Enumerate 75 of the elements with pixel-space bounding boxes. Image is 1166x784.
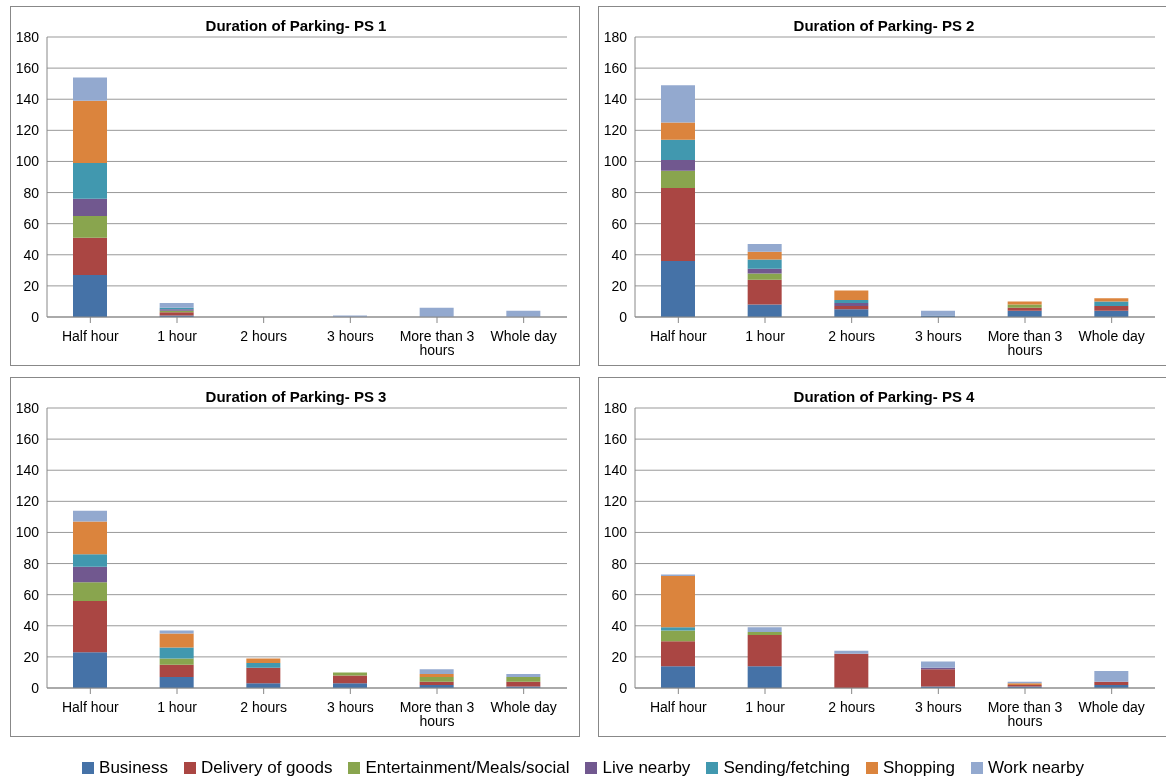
y-tick-label: 40: [23, 246, 40, 263]
x-tick-label: 3 hours: [326, 327, 374, 344]
x-tick-label: 3 hours: [914, 698, 962, 715]
y-tick-label: 100: [603, 524, 628, 541]
y-tick-label: 0: [31, 308, 40, 325]
y-tick-label: 60: [611, 215, 628, 232]
chart-title: Duration of Parking- PS 2: [793, 17, 975, 34]
y-tick-label: 160: [15, 431, 40, 448]
y-tick-label: 0: [619, 308, 628, 325]
legend-label: Entertainment/Meals/social: [365, 758, 570, 778]
y-tick-label: 120: [15, 493, 40, 510]
y-tick-label: 40: [611, 246, 628, 263]
x-tick-label: Whole day: [490, 327, 557, 344]
x-tick-label: More than 3 hours: [399, 327, 475, 358]
x-tick-label: Half hour: [649, 327, 708, 344]
y-tick-label: 40: [23, 617, 40, 634]
y-tick-label: 160: [603, 431, 628, 448]
legend-label: Sending/fetching: [723, 758, 851, 778]
y-tick-label: 0: [619, 679, 628, 696]
x-tick-label: 2 hours: [828, 698, 876, 715]
y-tick-label: 20: [23, 277, 40, 294]
x-tick-label: More than 3 hours: [399, 698, 475, 729]
x-tick-label: Half hour: [61, 327, 120, 344]
x-tick-label: 1 hour: [745, 698, 786, 715]
y-tick-label: 80: [23, 555, 40, 572]
y-tick-label: 40: [611, 617, 628, 634]
y-tick-label: 100: [15, 524, 40, 541]
y-tick-label: 180: [603, 28, 628, 45]
legend-label: Shopping: [883, 758, 955, 778]
y-tick-label: 80: [23, 184, 40, 201]
y-tick-label: 100: [15, 153, 40, 170]
y-tick-label: 140: [15, 462, 40, 479]
y-tick-label: 180: [603, 399, 628, 416]
chart-title: Duration of Parking- PS 4: [793, 388, 975, 405]
x-tick-label: 1 hour: [157, 698, 198, 715]
y-tick-label: 0: [31, 679, 40, 696]
x-tick-label: Half hour: [649, 698, 708, 715]
y-tick-label: 140: [15, 91, 40, 108]
y-tick-label: 160: [15, 60, 40, 77]
y-tick-label: 20: [23, 648, 40, 665]
y-tick-label: 100: [603, 153, 628, 170]
y-tick-label: 80: [611, 184, 628, 201]
chart-title: Duration of Parking- PS 1: [205, 17, 387, 34]
x-tick-label: 3 hours: [326, 698, 374, 715]
x-tick-label: 1 hour: [745, 327, 786, 344]
y-tick-label: 120: [603, 122, 628, 139]
x-tick-label: Whole day: [490, 698, 557, 715]
x-tick-label: More than 3 hours: [987, 698, 1063, 729]
y-tick-label: 120: [15, 122, 40, 139]
x-tick-label: Whole day: [1078, 327, 1145, 344]
x-tick-label: 2 hours: [240, 327, 288, 344]
y-tick-label: 20: [611, 648, 628, 665]
y-tick-label: 180: [15, 28, 40, 45]
legend-label: Delivery of goods: [201, 758, 333, 778]
y-tick-label: 60: [23, 215, 40, 232]
chart-title: Duration of Parking- PS 3: [205, 388, 387, 405]
y-tick-label: 20: [611, 277, 628, 294]
legend-label: Business: [99, 758, 169, 778]
y-tick-label: 140: [603, 91, 628, 108]
x-tick-label: 2 hours: [828, 327, 876, 344]
legend-label: Work nearby: [987, 758, 1084, 778]
x-tick-label: 3 hours: [914, 327, 962, 344]
legend-label: Live nearby: [602, 758, 691, 778]
y-tick-label: 60: [23, 586, 40, 603]
y-tick-label: 60: [611, 586, 628, 603]
x-tick-label: 2 hours: [240, 698, 288, 715]
x-tick-label: 1 hour: [157, 327, 198, 344]
x-tick-label: Whole day: [1078, 698, 1145, 715]
y-tick-label: 140: [603, 462, 628, 479]
y-tick-label: 120: [603, 493, 628, 510]
x-tick-label: Half hour: [61, 698, 120, 715]
x-tick-label: More than 3 hours: [987, 327, 1063, 358]
y-tick-label: 80: [611, 555, 628, 572]
y-tick-label: 180: [15, 399, 40, 416]
y-tick-label: 160: [603, 60, 628, 77]
